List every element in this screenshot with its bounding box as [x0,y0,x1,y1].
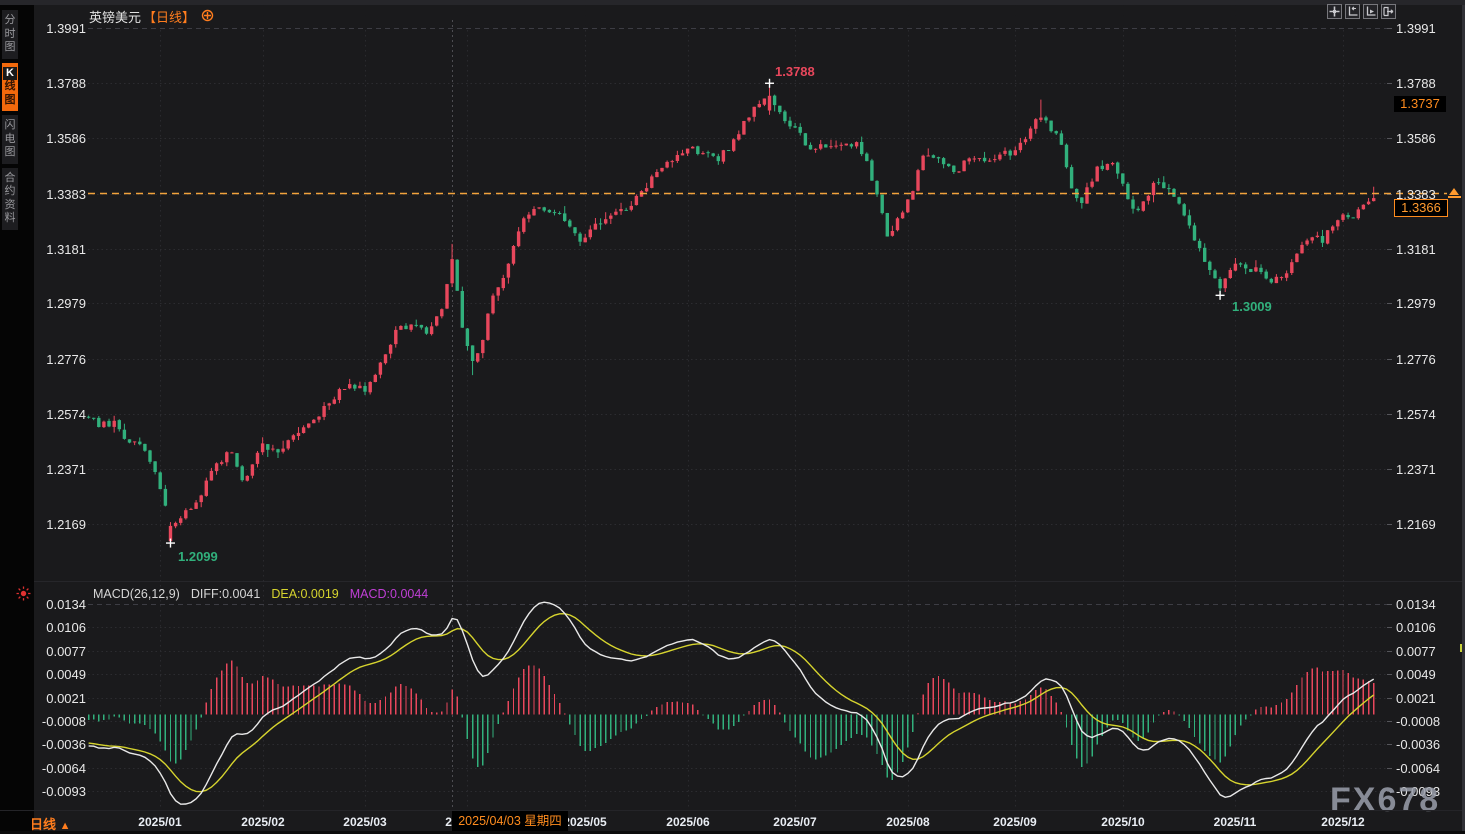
period-tag: 【日线】 [143,10,196,25]
window-top-strip [0,0,1465,5]
macd-tick-label: -0.0008 [1396,714,1441,729]
month-label: 2025/03 [343,815,387,829]
price-tick-label: 1.2574 [46,407,86,422]
month-label: 2025/02 [241,815,285,829]
macd-tick-label: 0.0021 [1396,691,1436,706]
price-tick-label: 1.3181 [46,242,86,257]
price-tick-label: 1.3788 [46,76,86,91]
watermark: FX678 [1330,781,1441,819]
price-tick-label: 1.3788 [1396,76,1436,91]
macd-header: MACD(26,12,9) DIFF:0.0041 DEA:0.0019 MAC… [93,587,428,601]
macd-tick-label: -0.0008 [41,714,86,729]
macd-params-label: MACD(26,12,9) [93,587,180,601]
swing-low-annotation: 1.3009 [1232,299,1272,314]
chart-title: 英镑美元 【日线】 [89,7,214,26]
price-tick-label: 1.3383 [46,187,86,202]
price-tick-label: 1.2371 [1396,462,1436,477]
sidebar-tab-time-chart[interactable]: 分时图 [2,10,18,59]
month-label: 2025/09 [993,815,1037,829]
period-selector[interactable]: 日线 ▲ [30,814,71,833]
macd-tick-label: 0.0077 [46,644,86,659]
price-tick-label: 1.2574 [1396,407,1436,422]
price-tick-label: 1.3991 [1396,21,1436,36]
window-right-edge [1462,5,1465,831]
indicator-settings-icon[interactable] [16,586,31,606]
price-tick-label: 1.3181 [1396,242,1436,257]
price-tick-label: 1.3383 [1396,187,1436,202]
macd-tick-label: -0.0064 [1396,761,1441,776]
extreme-cross-marker [1215,290,1225,300]
period-arrow-icon: ▲ [59,820,71,832]
lowest-price-annotation: 1.2099 [178,549,218,564]
extreme-cross-marker [165,538,175,548]
macd-tick-label: -0.0093 [41,784,86,799]
macd-tick-label: -0.0036 [1396,737,1441,752]
price-tick-label: 1.2169 [1396,517,1436,532]
macd-tick-label: -0.0036 [41,737,86,752]
level-arrow-marker [1448,188,1461,198]
price-tick-label: 1.2776 [46,352,86,367]
x-axis: 2025/012025/022025/032025/042025/052025/… [0,810,1465,832]
month-label: 2025/08 [886,815,930,829]
sidebar-tab-contract-info[interactable]: 合约资料 [2,167,18,230]
macd-tick-label: 0.0077 [1396,644,1436,659]
month-label: 2025/10 [1101,815,1145,829]
chart-toolbar [1327,4,1396,19]
macd-tick-label: 0.0049 [1396,667,1436,682]
price-tick-label: 1.2979 [46,296,86,311]
macd-tick-label: 0.0134 [1396,597,1436,612]
pan-icon[interactable] [1327,4,1342,19]
settings-icon[interactable] [201,9,214,25]
macd-histogram [87,660,1375,780]
macd-tick-label: 0.0106 [1396,620,1436,635]
zoom-axis-in-icon[interactable] [1345,4,1360,19]
month-label: 2025/05 [563,815,607,829]
price-tick-label: 1.2169 [46,517,86,532]
zoom-axis-out-icon[interactable] [1363,4,1378,19]
macd-tick-label: -0.0093 [1396,784,1441,799]
price-tick-label: 1.3586 [46,131,86,146]
macd-diff-line [88,601,1375,805]
period-label: 日线 [30,817,57,832]
symbol-name: 英镑美元 [89,10,142,25]
macd-dea-value: DEA:0.0019 [271,587,339,601]
month-label: 2025/01 [138,815,182,829]
macd-hist-value: MACD:0.0044 [349,587,429,601]
macd-dea-line [88,612,1375,793]
price-tick-label: 1.2979 [1396,296,1436,311]
price-tick-label: 1.3586 [1396,131,1436,146]
price-tick-label: 1.3991 [46,21,86,36]
extreme-cross-marker [765,78,775,88]
month-label: 2025/07 [773,815,817,829]
price-tick-label: 1.2776 [1396,352,1436,367]
month-label: 2025/06 [666,815,710,829]
month-label: 2025/11 [1213,815,1257,829]
highest-price-annotation: 1.3788 [775,64,815,79]
price-tick-label: 1.2371 [46,462,86,477]
window-bottom-strip [0,831,1465,834]
macd-tick-label: 0.0021 [46,691,86,706]
crosshair-date-tooltip: 2025/04/03 星期四 [452,811,568,831]
macd-tick-label: -0.0064 [41,761,86,776]
go-latest-icon[interactable] [1381,4,1396,19]
macd-diff-value: DIFF:0.0041 [190,587,261,601]
sidebar-tab-lightning-chart[interactable]: 闪电图 [2,115,18,164]
macd-tick-label: 0.0049 [46,667,86,682]
macd-tick-label: 0.0134 [46,597,86,612]
month-label: 2025/12 [1321,815,1365,829]
last-price-badge: 1.3366 [1394,199,1448,217]
candlestick-series [86,83,1376,544]
macd-tick-label: 0.0106 [46,620,86,635]
prior-high-price-badge: 1.3737 [1394,96,1446,112]
